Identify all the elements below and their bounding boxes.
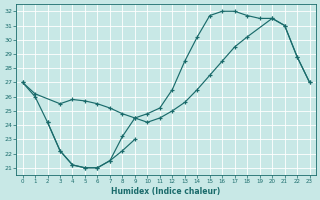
X-axis label: Humidex (Indice chaleur): Humidex (Indice chaleur) (111, 187, 221, 196)
